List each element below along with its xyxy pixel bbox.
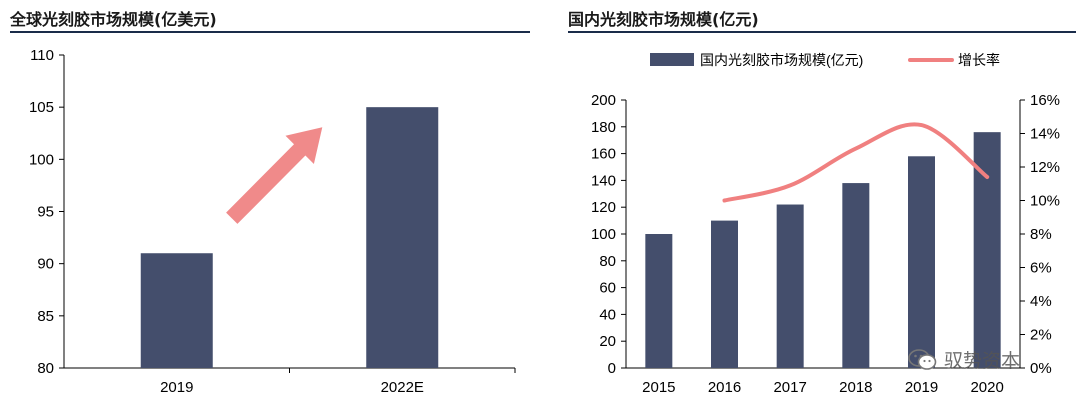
- y2-tick-label: 6%: [1030, 260, 1052, 277]
- left-chart: 80 85 90 95 100 105 110 2019 2022E: [29, 47, 516, 396]
- watermark-text: 驭势资本: [944, 350, 1021, 372]
- y-tick-label: 0: [608, 360, 616, 377]
- y-tick-label: 40: [599, 306, 616, 323]
- watermark: 驭势资本: [908, 346, 1020, 373]
- x-tick-label: 2019: [905, 379, 938, 396]
- bar: [711, 220, 738, 368]
- y-tick-label: 85: [37, 308, 54, 325]
- trend-arrow: [226, 127, 323, 224]
- y2-tick-label: 2%: [1030, 327, 1052, 344]
- y-tick-label: 80: [37, 360, 54, 377]
- right-title-rule: [568, 31, 1076, 33]
- x-tick-label: 2022E: [381, 379, 424, 396]
- y-tick-label: 120: [591, 199, 616, 216]
- x-tick-label: 2020: [970, 379, 1003, 396]
- bar: [842, 183, 870, 368]
- y-tick-label: 95: [37, 204, 54, 221]
- y2-tick-label: 14%: [1030, 126, 1060, 143]
- y-tick-label: 160: [591, 146, 616, 163]
- y-tick-label: 200: [591, 92, 616, 109]
- y-tick-label: 105: [29, 99, 54, 116]
- y2-tick-label: 4%: [1030, 293, 1052, 310]
- legend-swatch-bar: [650, 53, 694, 66]
- y-tick-label: 140: [591, 172, 616, 189]
- y-tick-label: 20: [599, 333, 616, 350]
- y-tick-label: 80: [599, 253, 616, 270]
- bar: [973, 132, 1001, 368]
- growth-rate-line: [722, 122, 990, 203]
- left-title-rule: [10, 31, 530, 33]
- x-tick-label: 2017: [773, 379, 806, 396]
- left-chart-title: 全球光刻胶市场规模(亿美元): [10, 10, 217, 29]
- bar: [776, 204, 804, 368]
- y-tick-label: 60: [599, 280, 616, 297]
- legend-label-line: 增长率: [958, 52, 1000, 68]
- x-tick-label: 2015: [642, 379, 675, 396]
- y-tick-label: 90: [37, 256, 54, 273]
- y-tick-label: 110: [30, 47, 54, 64]
- y-tick-label: 100: [29, 151, 54, 168]
- x-tick-label: 2018: [839, 379, 872, 396]
- y2-tick-label: 8%: [1030, 226, 1052, 243]
- y-tick-label: 100: [591, 226, 616, 243]
- x-tick-label: 2016: [708, 379, 741, 396]
- y2-tick-label: 10%: [1030, 193, 1060, 210]
- bar: [366, 107, 439, 369]
- right-chart-title: 国内光刻胶市场规模(亿元): [568, 10, 759, 29]
- legend-label-bar: 国内光刻胶市场规模(亿元): [700, 52, 863, 68]
- bar: [140, 253, 213, 368]
- x-tick-label: 2019: [160, 379, 193, 396]
- y2-tick-label: 0%: [1030, 360, 1052, 377]
- wechat-icon: [908, 348, 937, 370]
- y2-tick-label: 16%: [1030, 92, 1060, 109]
- right-chart: 0 20 40 60 80 100 120 140 160 180 200 0% 2% 4% 6% 8% 10%…: [591, 52, 1060, 396]
- bar: [908, 156, 935, 368]
- bar: [645, 234, 673, 368]
- y2-tick-label: 12%: [1030, 159, 1060, 176]
- y-tick-label: 180: [591, 119, 616, 136]
